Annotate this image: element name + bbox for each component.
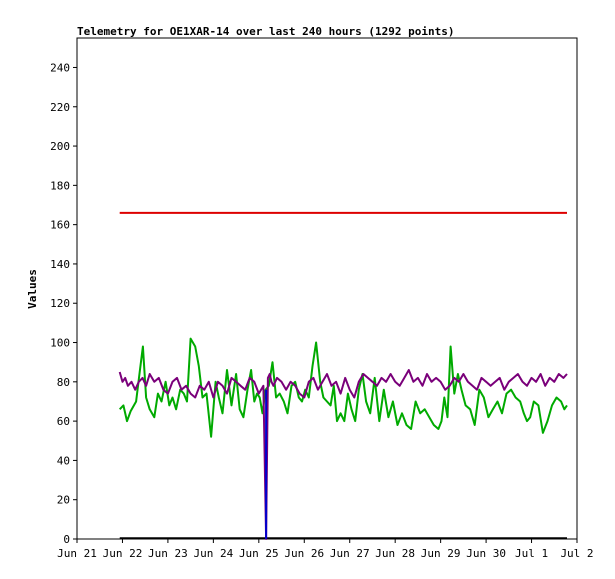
plot-area-frame [76, 37, 578, 540]
y-tick-label: 220 [50, 101, 70, 114]
y-axis: 0 20 40 60 80 100 120 140 160 180 200 220 240 [50, 61, 77, 546]
x-tick-label: Jul 2 [560, 547, 593, 560]
y-tick-label: 140 [50, 258, 70, 271]
x-tick-label: Jun 30 [466, 547, 506, 560]
x-tick-label: Jun 22 [103, 547, 143, 560]
y-axis-label: Values [26, 269, 39, 309]
y-tick-label: 80 [57, 376, 70, 389]
x-tick-label: Jun 24 [193, 547, 233, 560]
x-tick-label: Jul 1 [515, 547, 548, 560]
x-tick-label: Jun 25 [239, 547, 279, 560]
y-tick-label: 160 [50, 219, 70, 232]
y-tick-label: 100 [50, 337, 70, 350]
y-tick-label: 180 [50, 179, 70, 192]
y-tick-label: 20 [57, 494, 70, 507]
y-tick-label: 40 [57, 454, 70, 467]
y-tick-label: 0 [63, 533, 70, 546]
chart-title: Telemetry for OE1XAR-14 over last 240 ho… [77, 25, 455, 38]
series-line-3 [118, 369, 568, 540]
series-layer [118, 211, 568, 540]
x-tick-label: Jun 26 [284, 547, 324, 560]
series-line-2 [118, 337, 568, 438]
y-tick-label: 200 [50, 140, 70, 153]
y-tick-label: 240 [50, 61, 70, 74]
x-tick-label: Jun 21 [57, 547, 97, 560]
x-tick-label: Jun 28 [375, 547, 415, 560]
x-tick-label: Jun 29 [421, 547, 461, 560]
x-tick-label: Jun 27 [330, 547, 370, 560]
x-axis: Jun 21 Jun 22 Jun 23 Jun 24 Jun 25 Jun 26 Jun … [57, 539, 594, 560]
x-tick-label: Jun 23 [148, 547, 188, 560]
y-tick-label: 120 [50, 297, 70, 310]
y-tick-label: 60 [57, 415, 70, 428]
